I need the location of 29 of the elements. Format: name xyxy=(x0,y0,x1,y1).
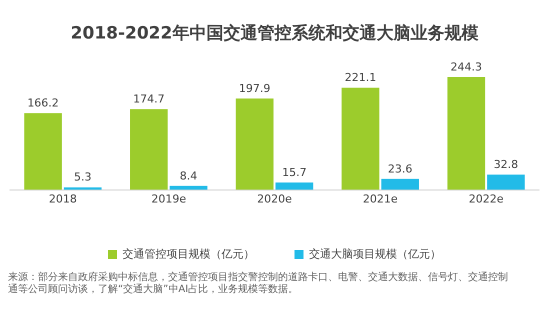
bar xyxy=(24,113,62,190)
data-label: 23.6 xyxy=(388,162,412,176)
x-tick-label: 2021e xyxy=(362,192,398,206)
data-label: 8.4 xyxy=(180,169,198,182)
data-label: 244.3 xyxy=(450,60,482,74)
data-label: 32.8 xyxy=(494,158,518,172)
bar xyxy=(342,88,380,190)
bar xyxy=(130,109,168,190)
legend-label: 交通管控项目规模（亿元） xyxy=(122,247,254,260)
data-label: 197.9 xyxy=(238,82,270,95)
bar xyxy=(170,186,208,190)
bar xyxy=(275,182,314,190)
bar xyxy=(487,174,525,190)
data-label: 221.1 xyxy=(344,71,376,84)
x-tick-label: 2020e xyxy=(257,192,292,206)
legend-label: 交通大脑项目规模（亿元） xyxy=(309,247,441,260)
x-tick-label: 2019e xyxy=(151,192,186,206)
x-tick-label: 2018 xyxy=(48,192,77,206)
bar xyxy=(236,98,274,190)
bar xyxy=(447,77,486,190)
data-label: 15.7 xyxy=(282,166,307,179)
x-tick-label: 2022e xyxy=(468,192,504,206)
data-label: 166.2 xyxy=(27,96,59,110)
data-label: 5.3 xyxy=(74,170,92,184)
chart-title: 2018-2022年中国交通管控系统和交通大脑业务规模 xyxy=(70,24,478,44)
data-label: 174.7 xyxy=(133,92,165,106)
source-note: 来源：部分来自政府采购中标信息，交通管控项目指交警控制的道路卡口、电警、交通大数据、信号灯、交通控制 xyxy=(8,272,509,284)
text: 通等公司顾问访谈，了解“交通大脑”中AI占比，业务规模等数据。 xyxy=(8,284,300,296)
bar xyxy=(381,178,419,190)
